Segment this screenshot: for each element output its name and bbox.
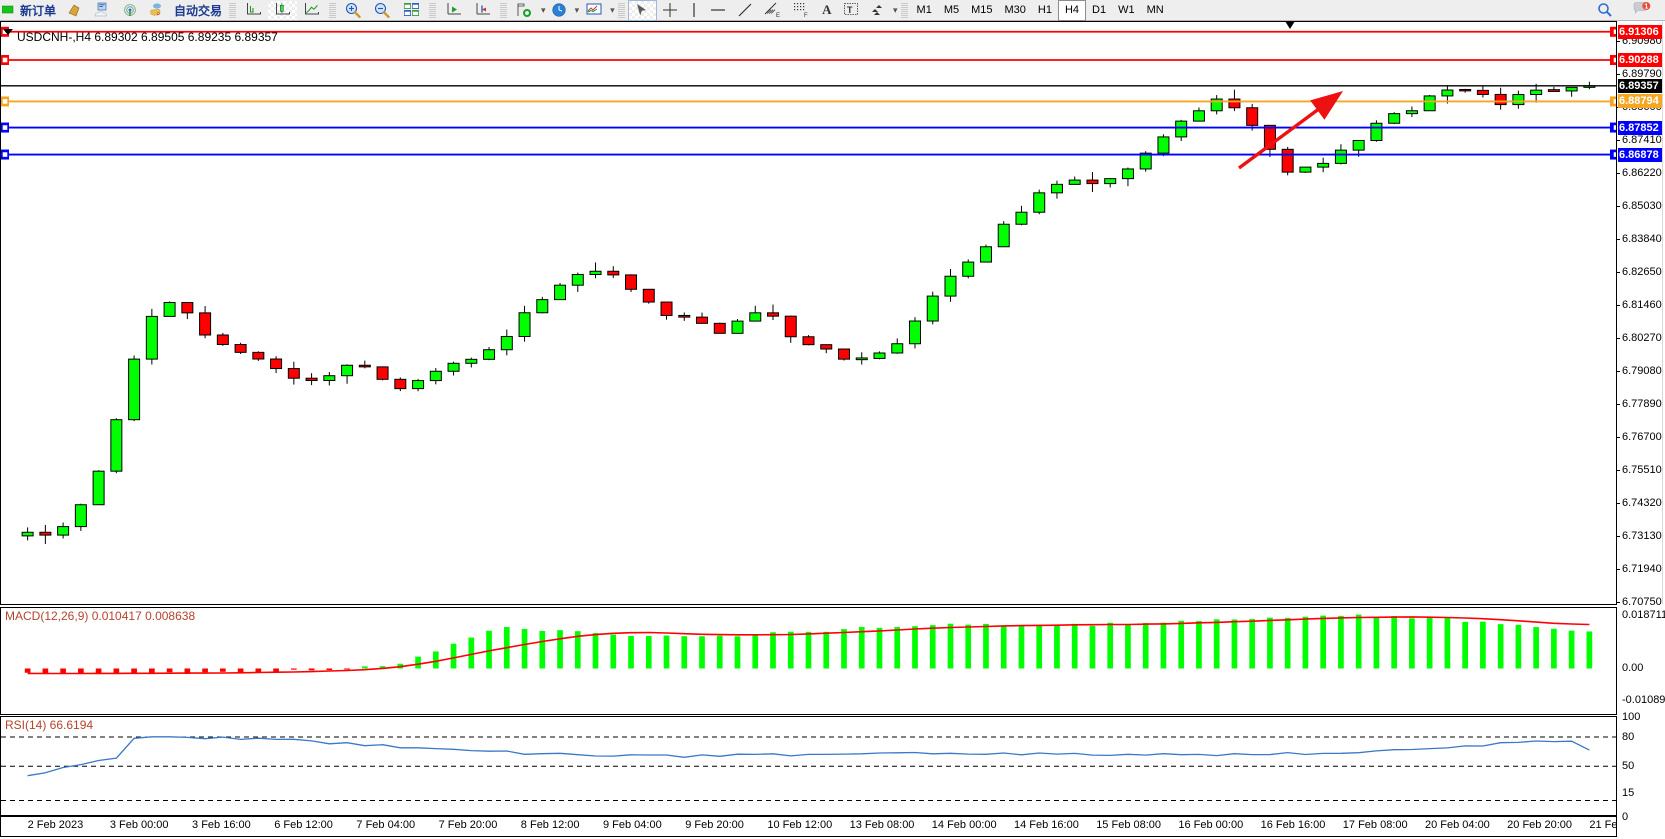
svg-text:E: E [776,13,780,18]
svg-text:1: 1 [1644,4,1648,11]
svg-text:T: T [847,5,853,15]
svg-text:F: F [804,13,808,18]
